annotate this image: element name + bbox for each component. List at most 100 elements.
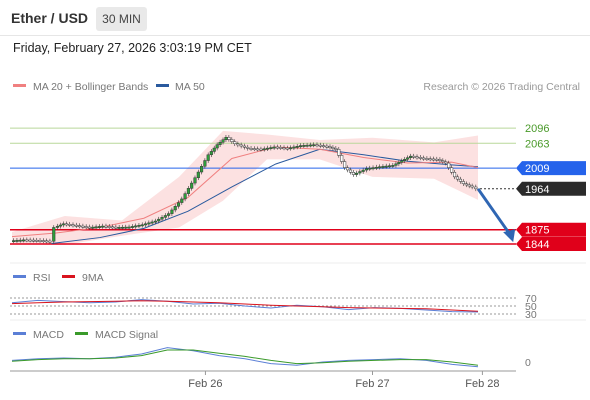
candle-body	[170, 209, 174, 214]
candle-body	[331, 147, 335, 149]
candle-body	[406, 157, 410, 160]
candle-body	[180, 198, 184, 203]
candle-body	[279, 147, 283, 149]
candle-body	[150, 221, 154, 224]
candle-body	[371, 167, 375, 170]
candle-body	[212, 147, 216, 152]
candle-body	[127, 226, 131, 229]
candle-body	[74, 224, 78, 227]
source-label: Research © 2026 Trading Central	[423, 81, 580, 93]
candle-body	[315, 144, 319, 147]
candle-body	[143, 223, 148, 226]
x-tick-label: Feb 28	[465, 378, 499, 390]
candle-body	[140, 224, 144, 227]
level-tag-2009: 2009	[525, 163, 549, 175]
candle-body	[428, 158, 432, 161]
candle-body	[167, 213, 171, 216]
x-tick-label: Feb 27	[355, 378, 389, 390]
candle-body	[444, 161, 448, 164]
candle-body	[394, 163, 398, 166]
candle-body	[221, 139, 225, 143]
candle-body	[84, 226, 88, 228]
macd-legend-swatch	[13, 332, 26, 335]
candle-body	[147, 222, 151, 225]
candle-body	[48, 240, 52, 243]
candle-body	[233, 141, 237, 144]
candle-body	[474, 186, 478, 190]
candle-body	[160, 217, 164, 220]
candle-body	[78, 225, 82, 228]
candle-body	[15, 240, 19, 242]
candle-body	[450, 167, 454, 173]
candle-body	[25, 239, 29, 242]
candle-body	[196, 171, 200, 179]
candle-body	[272, 146, 276, 149]
level-tag-2063: 2063	[525, 138, 549, 150]
candle-body	[384, 165, 388, 168]
candle-body	[453, 172, 457, 178]
candle-body	[425, 158, 429, 160]
candle-body	[91, 226, 95, 229]
candle-body	[322, 145, 326, 148]
macd-signal-legend-label: MACD Signal	[95, 329, 158, 341]
candle-body	[259, 148, 263, 151]
candle-body	[186, 188, 190, 194]
ma50-legend-label: MA 50	[175, 81, 205, 93]
level-tags: 2096 2063 2009 1964 1875 1844	[516, 123, 586, 251]
candle-body	[325, 145, 329, 148]
rsi-ma-line	[11, 300, 479, 312]
candle-body	[464, 183, 468, 186]
candle-body	[218, 141, 222, 145]
macd-plot	[11, 347, 479, 368]
candle-body	[236, 143, 240, 146]
macd-legend-label: MACD	[33, 329, 64, 341]
candle-body	[87, 226, 92, 229]
candle-body	[114, 226, 118, 229]
rsi-tick-70: 70	[525, 293, 537, 305]
candle-body	[227, 137, 231, 140]
candle-body	[302, 145, 306, 147]
candle-body	[246, 146, 250, 149]
candle-body	[312, 144, 316, 147]
timeframe-button[interactable]: 30 MIN	[96, 7, 147, 31]
candle-body	[458, 178, 462, 182]
candle-body	[190, 182, 194, 189]
level-tag-bg-1964	[516, 181, 586, 196]
candle-body	[400, 160, 404, 163]
candle-body	[111, 226, 115, 229]
candle-body	[130, 226, 134, 228]
level-tag-1964: 1964	[525, 184, 549, 196]
candle-body	[269, 147, 273, 149]
bollinger-band	[12, 130, 479, 245]
candle-body	[134, 225, 138, 228]
candle-body	[348, 169, 353, 173]
candle-body	[193, 177, 197, 184]
candle-body	[12, 240, 16, 243]
candle-body	[461, 181, 465, 185]
candle-body	[173, 206, 177, 211]
candle-body	[447, 162, 451, 168]
candle-body	[81, 225, 85, 228]
candle-body	[391, 165, 395, 167]
ma50-legend-swatch	[156, 84, 169, 87]
candle-body	[340, 155, 344, 162]
x-tick-label: Feb 26	[188, 378, 222, 390]
candle-body	[200, 166, 204, 173]
candle-body	[346, 167, 350, 171]
candle-body	[71, 224, 75, 227]
candle-body	[94, 226, 98, 229]
candle-body	[31, 239, 35, 242]
candle-body	[374, 166, 378, 169]
candle-body	[224, 137, 228, 141]
candle-body	[318, 144, 322, 147]
candle-body	[242, 145, 247, 148]
candle-body	[308, 144, 312, 147]
candle-body	[215, 144, 219, 149]
candle-body	[387, 165, 392, 168]
candle-body	[21, 239, 26, 242]
rsi-legend-label: RSI	[33, 272, 51, 284]
projection-arrow	[476, 187, 513, 238]
candle-body	[295, 146, 299, 148]
candle-body	[120, 226, 125, 229]
